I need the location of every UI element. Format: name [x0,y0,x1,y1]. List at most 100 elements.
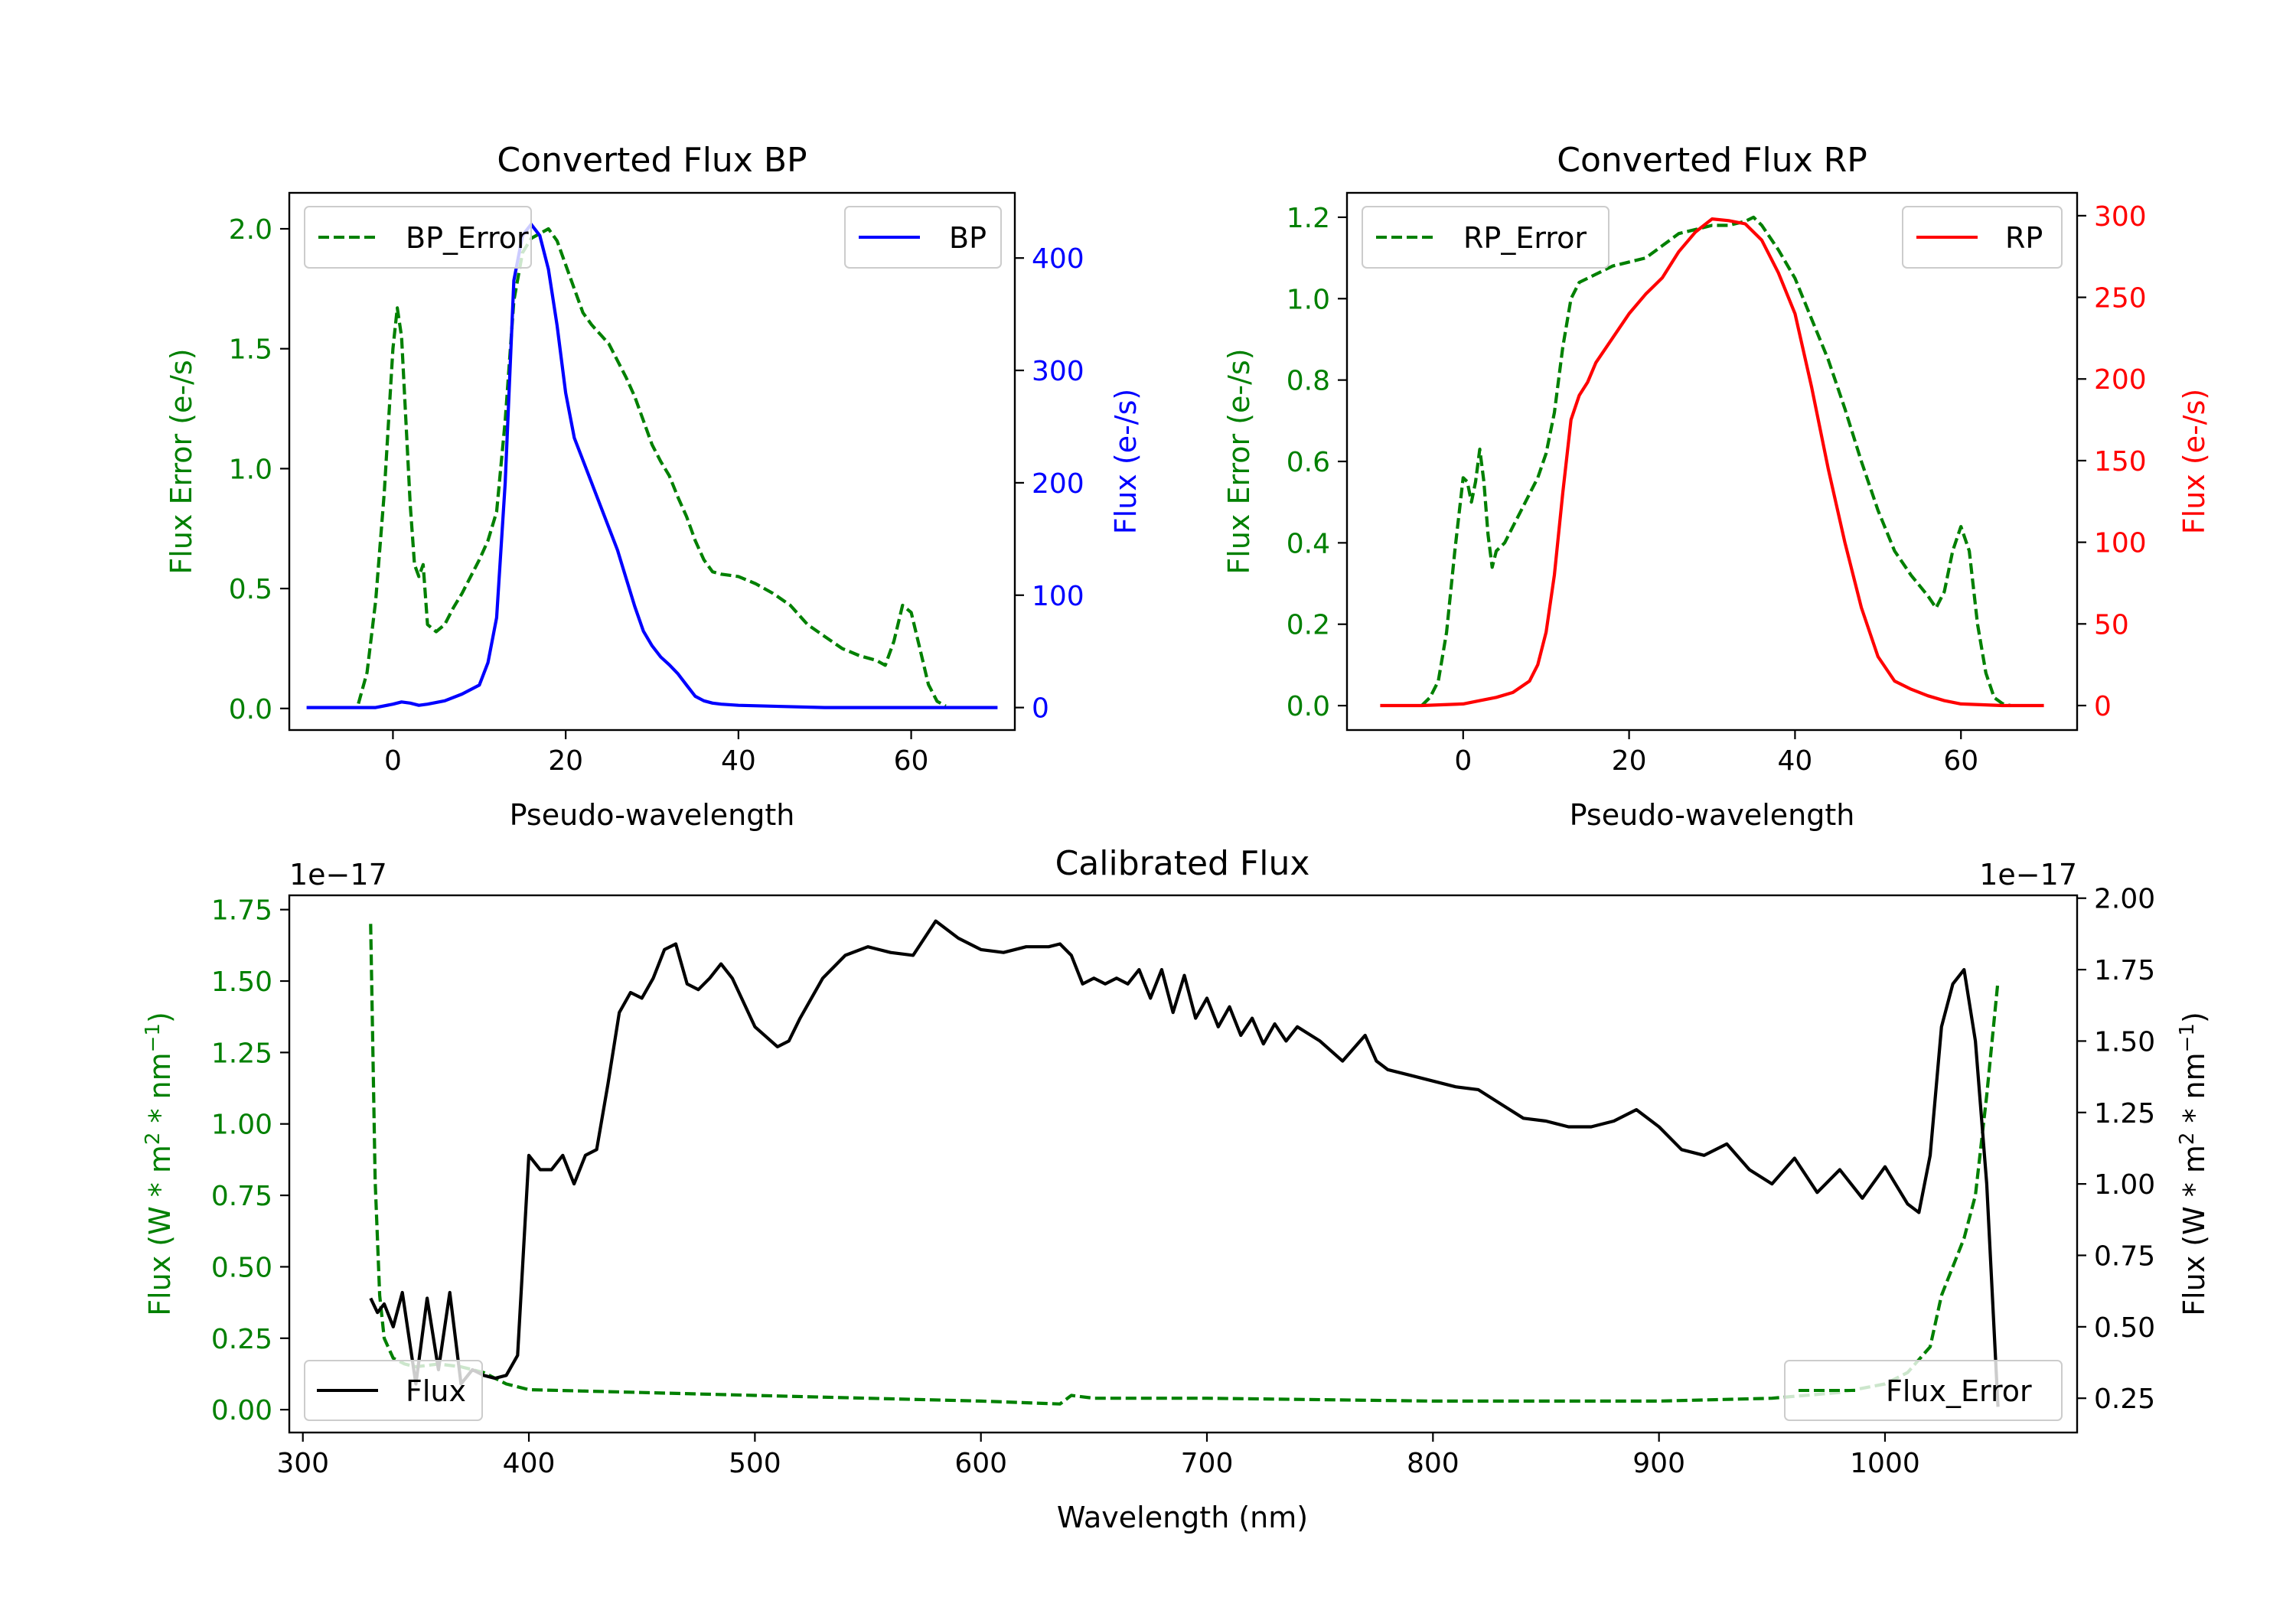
legend-left: BP_Error [304,206,532,269]
series-line-bp [306,223,998,709]
y-tick-label-right: 0 [1032,693,1049,725]
axis-ticks: 300 400 500 600 700 800 900 1000 0.00 0.25 0.50 0.7… [211,884,2155,1479]
y-tick-label-left: 1.0 [229,454,272,485]
x-tick-label: 500 [729,1448,781,1479]
x-tick-label: 0 [1454,745,1472,777]
y-tick-label-right: 0 [2094,691,2112,722]
x-tick-label: 400 [503,1448,556,1479]
offset-label-right: 1e−17 [1979,858,2077,892]
y-tick-label-left: 1.0 [1287,284,1330,315]
series-line-bp-error [357,227,947,708]
y-tick-label-left: 0.6 [1287,447,1330,478]
legend-right: BP [844,206,1002,269]
legend-box [844,206,1002,269]
x-tick-label: 700 [1181,1448,1234,1479]
legend-box [1362,206,1609,269]
y-tick-label-left: 1.50 [211,966,272,998]
y-axis-label-right: Flux (e-/s) [2177,389,2211,534]
x-tick-label: 800 [1407,1448,1459,1479]
legend-box [304,206,532,269]
y-tick-label-right: 200 [1032,468,1084,500]
offset-label-left: 1e−17 [289,858,387,892]
y-tick-label-right: 400 [1032,243,1084,275]
x-axis-label: Pseudo-wavelength [510,798,795,832]
y-tick-label-left: 0.4 [1287,528,1330,559]
y-tick-label-left: 0.75 [211,1181,272,1212]
plot-lines [306,223,998,709]
y-tick-label-left: 0.5 [229,574,272,605]
legend-box [304,1360,483,1421]
legend-label-flux: Flux [406,1374,466,1408]
y-tick-label-left: 1.2 [1287,203,1330,234]
y-tick-label-right: 250 [2094,283,2147,315]
y-axis-label-left: Flux Error (e-/s) [1222,348,1256,574]
x-tick-label: 40 [1778,745,1813,777]
legend-label-flux-error: Flux_Error [1886,1374,2032,1408]
chart-title: Converted Flux BP [497,141,807,180]
y-tick-label-left: 0.8 [1287,366,1330,397]
x-tick-label: 20 [1612,745,1647,777]
x-tick-label: 60 [894,745,929,777]
plot-lines [1380,215,2044,708]
y-axis-label-left: Flux (W * m2 * nm−1) [142,1012,177,1316]
y-tick-label-right: 100 [1032,581,1084,612]
legend-box [1784,1360,2063,1421]
y-tick-label-left: 1.5 [229,334,272,366]
x-axis-label: Wavelength (nm) [1057,1501,1308,1534]
y-tick-label-left: 1.75 [211,895,272,927]
axis-ticks: 0 20 40 60 0.0 0.2 0.4 0.6 0.8 1.0 1.2 0 50 100 150 200… [1287,201,2147,777]
x-tick-label: 40 [721,745,756,777]
y-tick-label-right: 200 [2094,364,2147,396]
y-axis-label-right: Flux (W * m2 * nm−1) [2176,1012,2211,1316]
legend-label-rp: RP [2005,221,2043,255]
y-tick-label-right: 1.75 [2094,955,2155,986]
legend-box [1902,206,2063,269]
series-line-rp-error [1420,215,2011,708]
axes-frame [288,191,1016,732]
legend-label-rp-error: RP_Error [1463,221,1587,255]
chart-calibrated-flux: Calibrated Flux 300 400 500 600 700 800 900 100… [142,844,2211,1534]
y-tick-label-left: 0.0 [229,694,272,725]
series-line-flux [369,919,2000,1407]
legend-right: Flux_Error [1784,1360,2063,1421]
legend-left: RP_Error [1362,206,1609,269]
y-tick-label-right: 0.75 [2094,1240,2155,1272]
axis-ticks: 0 20 40 60 0.0 0.5 1.0 1.5 2.0 0 100 200 300 400 [229,214,1084,777]
y-tick-label-right: 0.50 [2094,1312,2155,1344]
x-tick-label: 1000 [1850,1448,1920,1479]
y-tick-label-right: 100 [2094,528,2147,559]
y-tick-label-left: 2.0 [229,214,272,246]
legend-right: RP [1902,206,2063,269]
y-tick-label-right: 2.00 [2094,884,2155,915]
y-tick-label-left: 0.50 [211,1252,272,1283]
chart-converted-flux-rp: Converted Flux RP 0 20 40 60 0.0 0.2 0.4 0.6 0.8… [1222,141,2211,832]
x-tick-label: 0 [384,745,402,777]
y-tick-label-left: 1.25 [211,1038,272,1069]
y-tick-label-left: 0.2 [1287,610,1330,641]
y-tick-label-left: 0.25 [211,1324,272,1355]
y-tick-label-left: 1.00 [211,1110,272,1141]
y-tick-label-right: 50 [2094,609,2129,641]
x-tick-label: 20 [548,745,583,777]
y-tick-label-right: 300 [2094,201,2147,233]
y-tick-label-right: 1.00 [2094,1169,2155,1201]
y-tick-label-left: 0.0 [1287,691,1330,722]
y-axis-label-left: Flux Error (e-/s) [165,348,198,574]
y-tick-label-left: 0.00 [211,1395,272,1426]
y-tick-label-right: 1.50 [2094,1026,2155,1058]
legend-label-bp: BP [949,221,987,255]
series-line-rp [1380,217,2044,708]
y-tick-label-right: 0.25 [2094,1384,2155,1415]
chart-title: Calibrated Flux [1055,844,1310,883]
x-tick-label: 600 [954,1448,1007,1479]
chart-converted-flux-bp: Converted Flux BP 0 20 40 60 0.0 0.5 1.0 1.5 2.0… [165,141,1143,832]
y-tick-label-right: 1.25 [2094,1098,2155,1129]
y-axis-label-right: Flux (e-/s) [1109,389,1143,534]
axes-frame [288,894,2079,1434]
y-tick-label-right: 150 [2094,446,2147,478]
x-tick-label: 60 [1943,745,1978,777]
x-axis-label: Pseudo-wavelength [1570,798,1855,832]
x-tick-label: 300 [276,1448,329,1479]
x-tick-label: 900 [1632,1448,1685,1479]
